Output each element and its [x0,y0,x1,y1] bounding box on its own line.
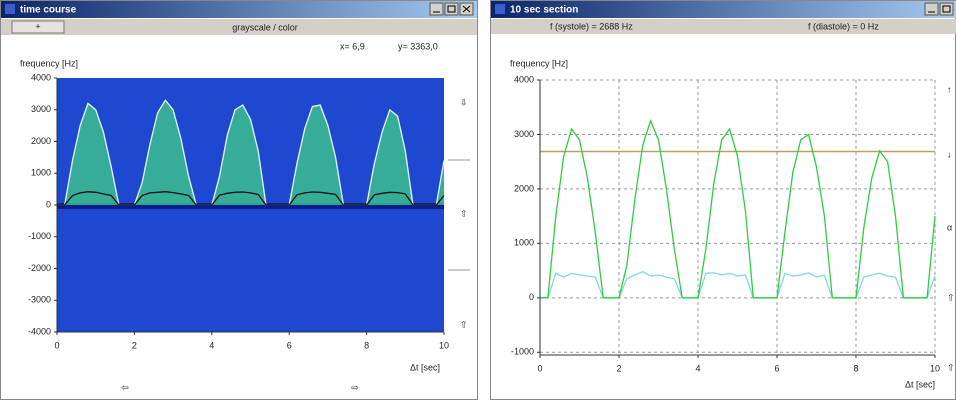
window-icon [5,4,15,14]
y-tick-label: -3000 [28,295,51,305]
x-tick-label: 4 [695,363,700,373]
x-tick-label: 10 [930,363,940,373]
button-label[interactable]: + [35,21,40,31]
y-tick-label: 0 [529,292,534,302]
y-tick-label: 1000 [31,168,51,178]
x-tick-label: 6 [774,363,779,373]
svg-text:↓: ↓ [947,149,952,159]
series-line [540,118,936,299]
plot-area [540,80,935,355]
y-tick-label: -4000 [28,326,51,336]
x-axis-label: Δt [sec] [410,362,440,372]
y-tick-label: 4000 [31,72,51,82]
x-tick-label: 0 [54,340,59,350]
window-icon [495,4,505,14]
envelope-line [57,191,445,206]
svg-text:⇧: ⇧ [947,362,955,372]
x-axis-label: Δt [sec] [905,379,935,389]
y-axis-label: frequency [Hz] [510,58,568,68]
svg-text:⇧: ⇧ [460,208,468,218]
svg-text:⇧: ⇧ [947,292,955,302]
y-tick-label: 4000 [514,74,534,84]
zero-band [57,203,444,209]
y-tick-label: 0 [46,199,51,209]
y-tick-label: 3000 [31,104,51,114]
y-tick-label: 1000 [514,238,534,248]
window-controls[interactable] [429,2,474,16]
toggle-label[interactable]: grayscale / color [232,22,298,32]
x-tick-label: 6 [287,340,292,350]
arrow-right[interactable]: ⇨ [351,382,359,392]
arrow-left[interactable]: ⇦ [121,382,129,392]
x-tick-label: 2 [132,340,137,350]
x-tick-label: 8 [853,363,858,373]
x-tick-label: 0 [537,363,542,373]
y-tick-label: -1000 [28,231,51,241]
y-tick-label: -1000 [511,347,534,357]
y-tick-label: 3000 [514,129,534,139]
toolbar [491,19,956,34]
readout: f (diastole) = 0 Hz [808,21,879,31]
svg-text:⇩: ⇩ [460,97,468,107]
window-title: 10 sec section [510,5,578,16]
svg-text:⇧: ⇧ [460,319,468,329]
svg-text:↑: ↑ [947,84,952,94]
title-bar [1,1,477,18]
y-axis-label: frequency [Hz] [20,58,78,68]
readout: f (systole) = 2688 Hz [550,21,633,31]
title-bar [491,1,956,18]
readout: y= 3363,0 [398,41,438,51]
toolbar [1,19,477,35]
button[interactable] [11,20,65,34]
window-title: time course [20,5,77,16]
x-tick-label: 2 [616,363,621,373]
x-tick-label: 10 [439,340,449,350]
svg-text:α: α [947,222,952,232]
side-controls[interactable]: ↑ ↓ α ⇧ ⇧ [947,84,955,372]
readout: x= 6,9 [340,41,365,51]
x-tick-label: 8 [364,340,369,350]
y-tick-label: 2000 [31,136,51,146]
x-tick-label: 4 [209,340,214,350]
y-tick-label: -2000 [28,263,51,273]
window-controls[interactable] [924,2,954,16]
side-controls[interactable]: ⇩ ⇧ ⇧ [448,97,470,329]
spectral-area [57,100,444,205]
y-tick-label: 2000 [514,183,534,193]
